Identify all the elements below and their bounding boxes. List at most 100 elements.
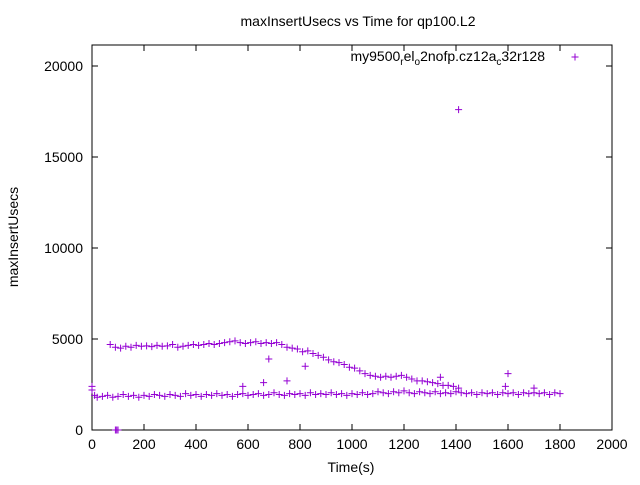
data-point <box>499 389 507 397</box>
data-point <box>143 342 151 350</box>
data-point <box>408 375 416 383</box>
data-point <box>520 389 528 397</box>
data-point <box>429 379 437 387</box>
data-point <box>377 373 385 381</box>
data-point <box>153 341 161 349</box>
data-point <box>317 390 325 398</box>
data-point <box>223 391 231 399</box>
data-point <box>462 390 470 398</box>
data-point <box>270 389 278 397</box>
data-point <box>288 344 296 352</box>
data-point <box>345 363 353 371</box>
axis-ticks: 0 200 400 600 800 1000 1200 1400 1600 1800 2000050… <box>44 45 628 452</box>
data-point <box>335 359 343 367</box>
data-point <box>392 372 400 380</box>
data-point <box>322 391 330 399</box>
data-point <box>397 371 405 379</box>
data-point <box>109 393 117 401</box>
data-point <box>452 388 460 396</box>
data-point <box>163 342 171 350</box>
data-point <box>205 340 213 348</box>
data-point <box>478 389 486 397</box>
data-point <box>169 340 177 348</box>
data-point <box>111 343 119 351</box>
data-point <box>283 343 291 351</box>
data-point <box>400 387 408 395</box>
data-point <box>442 389 450 397</box>
outlier-point <box>114 426 122 434</box>
data-point <box>509 389 517 397</box>
data-point <box>390 388 398 396</box>
data-point <box>405 389 413 397</box>
y-tick-label: 20000 <box>44 58 83 74</box>
data-point <box>286 390 294 398</box>
data-point <box>260 391 268 399</box>
data-point <box>267 340 275 348</box>
data-point <box>488 389 496 397</box>
data-point <box>93 393 101 401</box>
data-point <box>200 340 208 348</box>
outlier-point <box>301 362 309 370</box>
data-point <box>254 390 262 398</box>
data-point <box>195 341 203 349</box>
data-point <box>358 389 366 397</box>
data-point <box>132 341 140 349</box>
data-point <box>343 391 351 399</box>
y-tick-label: 10000 <box>44 240 83 256</box>
x-tick-label: 1600 <box>492 436 523 452</box>
data-point <box>221 339 229 347</box>
chart-title: maxInsertUsecs vs Time for qp100.L2 <box>241 13 476 29</box>
data-point <box>361 370 369 378</box>
legend-marker-plus-icon <box>571 53 579 61</box>
data-point <box>161 392 169 400</box>
data-point <box>114 392 122 400</box>
data-point <box>293 345 301 353</box>
data-point <box>145 392 153 400</box>
data-point <box>148 343 156 351</box>
data-point <box>312 391 320 399</box>
outlier-point <box>283 377 291 385</box>
data-point <box>444 381 452 389</box>
data-point <box>104 391 112 399</box>
data-point <box>189 340 197 348</box>
legend-label: my9500relo2nofp.cz12ac32r128 <box>350 48 545 68</box>
data-point <box>525 390 533 398</box>
outlier-point <box>260 379 268 387</box>
data-point <box>135 393 143 401</box>
data-point <box>364 391 372 399</box>
data-point <box>106 340 114 348</box>
data-points <box>88 106 564 434</box>
data-point <box>449 382 457 390</box>
outlier-point <box>239 382 247 390</box>
data-point <box>213 390 221 398</box>
data-point <box>395 389 403 397</box>
data-point <box>416 388 424 396</box>
data-point <box>140 391 148 399</box>
data-point <box>218 391 226 399</box>
data-point <box>202 391 210 399</box>
outlier-point <box>504 370 512 378</box>
data-point <box>494 391 502 399</box>
data-point <box>210 340 218 348</box>
data-point <box>130 391 138 399</box>
outlier-point <box>265 355 273 363</box>
data-point <box>434 380 442 388</box>
data-point <box>369 390 377 398</box>
data-point <box>241 340 249 348</box>
data-point <box>366 371 374 379</box>
data-point <box>179 342 187 350</box>
data-point <box>382 372 390 380</box>
data-point <box>504 390 512 398</box>
data-point <box>403 373 411 381</box>
data-point <box>384 390 392 398</box>
plot-border <box>91 44 613 431</box>
data-point <box>215 340 223 348</box>
data-point <box>301 391 309 399</box>
data-point <box>455 384 463 392</box>
data-point <box>306 389 314 397</box>
x-tick-label: 800 <box>288 436 312 452</box>
data-point <box>319 353 327 361</box>
data-point <box>262 339 270 347</box>
data-point <box>171 391 179 399</box>
data-point <box>280 391 288 399</box>
